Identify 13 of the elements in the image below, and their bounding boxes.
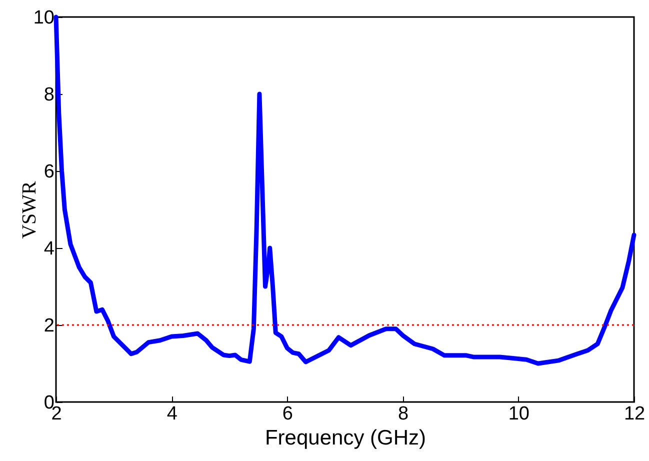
y-tick-label: 4 [44,238,55,260]
y-tick-label: 6 [44,162,54,182]
x-tick-label: 12 [624,404,646,424]
y-tick-label: 10 [33,8,54,28]
y-tick-label: 8 [44,84,54,106]
y-tick-label: 2 [44,316,54,336]
y-axis-title: VSWR [18,180,40,239]
x-tick-label: 4 [166,404,178,424]
x-tick-label: 6 [282,404,293,424]
line-series [54,14,636,366]
x-tick-label: 10 [508,404,530,424]
x-axis-title: Frequency (GHz) [264,426,426,450]
x-tick-label: 8 [398,404,409,424]
